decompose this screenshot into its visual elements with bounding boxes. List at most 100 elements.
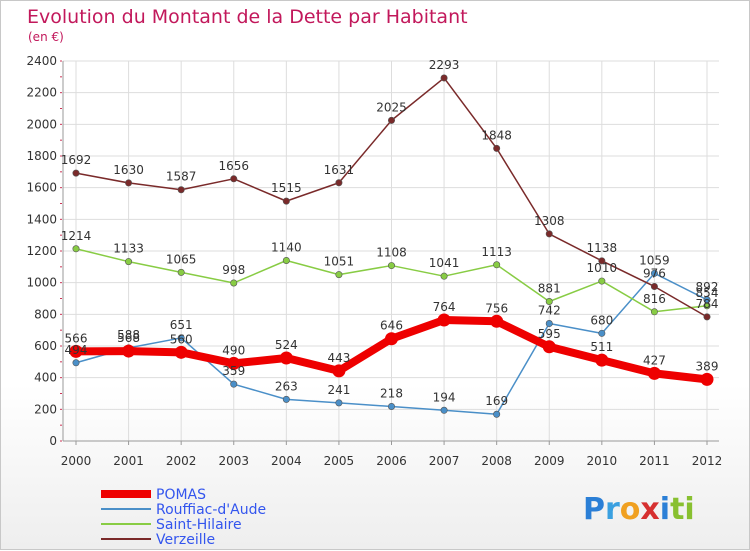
data-label: 494 (65, 343, 88, 357)
data-point (177, 186, 185, 194)
data-label: 1010 (587, 261, 618, 275)
data-point (595, 353, 609, 367)
data-point (385, 332, 398, 346)
chart-title: Evolution du Montant de la Dette par Hab… (27, 6, 468, 28)
data-point (703, 313, 711, 321)
data-label: 1059 (639, 253, 670, 267)
data-label: 1587 (166, 170, 197, 184)
x-tick-label: 2003 (218, 454, 249, 468)
data-label: 1692 (61, 153, 92, 167)
data-point (650, 269, 658, 277)
data-point (703, 302, 711, 310)
data-label: 816 (643, 292, 666, 306)
data-point (335, 271, 343, 279)
data-labels: 494 588 651 359 263 241 218 194 169 742 680 1059 892… (61, 58, 719, 408)
data-label: 1214 (61, 229, 92, 243)
data-label: 1041 (429, 256, 460, 270)
x-tick-label: 2001 (113, 454, 144, 468)
data-label: 756 (485, 301, 508, 315)
y-tick-label: 0 (49, 434, 57, 448)
data-point (598, 277, 606, 285)
y-tick-label: 600 (34, 339, 57, 353)
data-label: 1631 (324, 163, 355, 177)
data-point (282, 256, 290, 264)
x-tick-label: 2002 (166, 454, 197, 468)
data-point (440, 272, 448, 280)
x-tick-label: 2008 (481, 454, 512, 468)
data-point (650, 282, 658, 290)
data-point (545, 230, 553, 238)
x-tick-label: 2011 (639, 454, 670, 468)
data-point (542, 340, 556, 354)
data-point (650, 308, 658, 316)
data-label: 511 (590, 340, 613, 354)
x-tick-label: 2005 (324, 454, 355, 468)
data-label: 1140 (271, 241, 302, 255)
data-label: 568 (117, 331, 140, 345)
y-tick-label: 2200 (26, 86, 57, 100)
data-point (440, 406, 448, 414)
y-tick-label: 1200 (26, 244, 57, 258)
data-point (282, 395, 290, 403)
data-label: 854 (696, 286, 719, 300)
proxiti-logo: Proxiti (583, 492, 695, 527)
legend-label: Verzeille (156, 532, 215, 548)
data-label: 427 (643, 353, 666, 367)
logo-letter: i (684, 492, 694, 527)
legend-label: POMAS (156, 487, 206, 503)
data-label: 1133 (113, 242, 144, 256)
y-tick-label: 800 (34, 307, 57, 321)
data-point (598, 257, 606, 265)
data-label: 359 (222, 364, 245, 378)
data-point (335, 399, 343, 407)
data-label: 263 (275, 379, 298, 393)
data-label: 218 (380, 386, 403, 400)
logo-letter: P (583, 492, 605, 527)
legend-label: Saint-Hilaire (156, 517, 242, 533)
data-label: 976 (643, 266, 666, 280)
x-tick-label: 2004 (271, 454, 302, 468)
data-point (387, 116, 395, 124)
data-point (437, 313, 451, 327)
data-point (647, 366, 661, 380)
data-label: 2293 (429, 58, 460, 72)
data-label: 998 (222, 263, 245, 277)
y-tick-label: 1600 (26, 181, 57, 195)
data-point (69, 344, 83, 358)
y-tick-label: 2000 (26, 117, 57, 131)
data-label: 1515 (271, 181, 302, 195)
y-tick-label: 200 (34, 402, 57, 416)
data-point (332, 364, 346, 378)
data-label: 241 (327, 383, 350, 397)
logo-text: Proxiti (583, 492, 695, 527)
x-tick-label: 2007 (429, 454, 460, 468)
series-layer (69, 74, 714, 418)
data-label: 1108 (376, 246, 407, 260)
data-point (387, 262, 395, 270)
data-label: 443 (327, 351, 350, 365)
logo-letter: o (620, 492, 641, 527)
data-point (122, 344, 136, 358)
logo-letter: x (640, 492, 659, 527)
y-tick-label: 1400 (26, 212, 57, 226)
data-label: 651 (170, 318, 193, 332)
data-label: 1656 (218, 159, 249, 173)
data-label: 389 (696, 359, 719, 373)
data-point (72, 169, 80, 177)
data-point (545, 298, 553, 306)
data-point (230, 279, 238, 287)
data-point (72, 245, 80, 253)
data-label: 490 (222, 343, 245, 357)
data-point (177, 334, 185, 342)
logo-letter: t (670, 492, 684, 527)
data-label: 784 (696, 297, 719, 311)
data-label: 1308 (534, 214, 565, 228)
data-label: 1630 (113, 163, 144, 177)
data-label: 1138 (587, 241, 618, 255)
y-tick-label: 2400 (26, 54, 57, 68)
data-point (72, 359, 80, 367)
logo-letter: i (660, 492, 670, 527)
data-point (227, 356, 241, 370)
